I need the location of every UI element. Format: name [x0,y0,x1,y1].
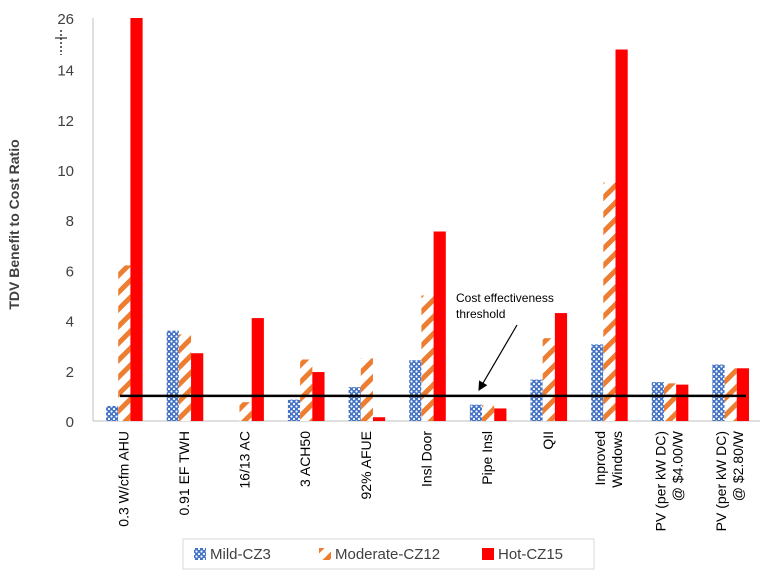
y-tick-label: 14 [57,63,74,80]
bar-hot-cz15 [554,313,568,421]
legend-label: Mild-CZ3 [210,546,271,563]
bar-hot-cz15 [676,384,689,421]
bar-mild-cz3 [166,330,179,421]
y-tick-label: 6 [66,263,74,280]
bar-hot-cz15 [191,353,204,421]
legend-layer: Mild-CZ3 Moderate-CZ12 Hot-CZ15 [182,538,595,570]
bar-mild-cz3 [469,404,483,421]
x-category-label: Pipe Insl [479,431,495,485]
bar-mild-cz3 [409,360,422,421]
bar-hot-cz15 [251,318,264,421]
legend-label: Moderate-CZ12 [335,546,440,563]
y-tick-label: 8 [66,213,74,230]
annotation-layer: Cost effectiveness threshold [456,291,554,392]
bar-moderate-cz12 [300,359,313,421]
bar-moderate-cz12 [663,383,677,421]
bar-moderate-cz12 [724,368,737,421]
bar-mild-cz3 [712,364,725,421]
y-tick-label: 2 [66,364,74,381]
x-category-label: @ $2.80/W [730,430,746,501]
bar-hot-cz15 [130,18,143,421]
bar-mild-cz3 [348,387,361,421]
bar-moderate-cz12 [421,295,434,421]
x-category-label: Insl Door [419,431,435,487]
x-category-label: 3 ACH50 [297,431,313,487]
legend-label: Hot-CZ15 [498,546,563,563]
bar-moderate-cz12 [360,358,373,421]
y-tick-label: 4 [66,314,74,331]
bar-hot-cz15 [494,408,507,421]
legend-box [182,538,595,570]
x-category-label: PV (per kW DC) [713,431,729,531]
bar-mild-cz3 [651,382,664,421]
bar-hot-cz15 [615,49,628,422]
bar-mild-cz3 [530,379,543,421]
axes-layer: 0 2 4 6 8 10 12 14 26 TDV Benefit to Cost Ratio [6,11,760,431]
y-tick-label: 26 [57,11,74,28]
bar-moderate-cz12 [542,338,555,421]
x-category-label: Windows [609,431,625,488]
annotation-arrow [478,324,518,392]
bar-hot-cz15 [372,417,386,421]
x-category-label: 0.3 W/cfm AHU [115,431,131,527]
legend-swatch [194,548,206,560]
x-category-label: 16/13 AC [237,431,253,489]
annotation-text: threshold [456,307,505,321]
bar-moderate-cz12 [239,402,252,421]
x-category-label: 0.91 EF TWH [176,431,192,516]
bar-mild-cz3 [106,405,119,421]
bar-moderate-cz12 [603,182,616,421]
y-tick-label: 0 [66,414,74,431]
legend-swatch [319,548,331,560]
x-category-label: Inproved [592,431,608,485]
bar-mild-cz3 [591,344,604,421]
y-tick-label: 12 [57,113,74,130]
x-category-label: @ $4.00/W [670,430,686,501]
bar-hot-cz15 [736,368,749,421]
bar-mild-cz3 [287,399,301,421]
bar-moderate-cz12 [482,405,495,421]
bar-moderate-cz12 [178,334,192,421]
bar-hot-cz15 [433,231,446,421]
y-tick-label: 10 [57,163,74,180]
annotation-text: Cost effectiveness [456,291,554,305]
bar-moderate-cz12 [118,265,131,421]
x-labels-layer: 0.3 W/cfm AHU 0.91 EF TWH 16/13 AC 3 ACH50 9… [115,430,746,531]
x-category-label: 92% AFUE [358,431,374,499]
x-category-label: QII [540,431,556,450]
y-axis-title: TDV Benefit to Cost Ratio [6,139,22,309]
legend-swatch [482,548,494,560]
x-category-label: PV (per kW DC) [653,431,669,531]
bars-layer [106,18,749,422]
